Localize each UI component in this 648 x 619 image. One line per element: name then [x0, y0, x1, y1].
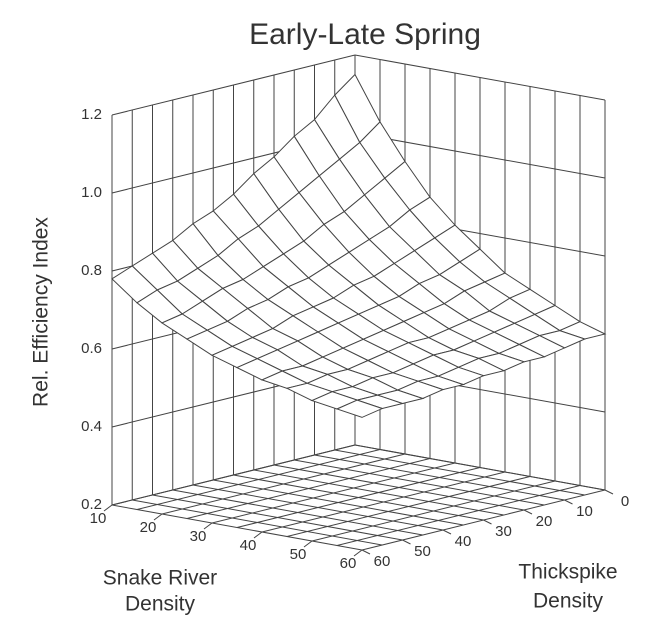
x-tick — [253, 531, 263, 539]
x-tick-label: 30 — [190, 528, 207, 545]
x-tick — [203, 522, 213, 530]
floor-grid-line — [236, 467, 481, 528]
floor-grid-line — [211, 462, 456, 524]
y-tick — [483, 519, 492, 525]
x-tick — [153, 513, 163, 521]
y-tick-label: 0 — [621, 493, 629, 510]
y-tick-label: 10 — [576, 503, 593, 520]
y-tick — [402, 539, 411, 545]
x-tick-label: 40 — [240, 537, 257, 554]
z-axis-label: Rel. Efficiency Index — [30, 217, 53, 407]
z-tick-label: 0.2 — [81, 496, 102, 513]
floor-grid-line — [261, 471, 506, 533]
x-tick-label: 60 — [340, 555, 357, 572]
z-grid-line — [111, 444, 356, 506]
z-tick-label: 1.2 — [81, 106, 102, 123]
y-tick-label: 60 — [374, 553, 391, 570]
y-axis-label: Thickspike — [518, 561, 617, 584]
floor-grid-line — [161, 453, 406, 515]
z-tick-label: 0.8 — [81, 262, 102, 279]
z-grid-line — [111, 54, 356, 116]
y-tick-label: 40 — [455, 533, 472, 550]
floor-grid-line — [336, 485, 581, 546]
z-grid-line — [354, 132, 606, 179]
z-grid-line — [354, 444, 606, 491]
floor-grid-line — [186, 458, 431, 519]
z-tick-label: 1.0 — [81, 184, 102, 201]
y-tick — [604, 489, 614, 495]
surface-cell — [335, 399, 384, 418]
y-axis-label: Density — [533, 590, 604, 613]
x-tick-label: 50 — [290, 546, 307, 563]
y-tick — [442, 529, 452, 535]
y-tick — [564, 499, 573, 505]
y-tick — [361, 549, 371, 555]
floor-grid-line — [136, 449, 381, 510]
x-axis-label: Density — [125, 593, 196, 616]
x-tick-label: 20 — [140, 519, 157, 536]
x-tick — [303, 540, 313, 548]
y-tick-label: 50 — [414, 543, 431, 560]
y-tick-label: 20 — [536, 513, 553, 530]
x-axis-label: Snake River — [103, 567, 217, 590]
chart-title: Early-Late Spring — [249, 18, 481, 51]
floor-grid-line — [286, 476, 531, 537]
y-tick-label: 30 — [495, 523, 512, 540]
z-grid-line — [354, 54, 606, 101]
x-tick-label: 10 — [90, 510, 107, 527]
x-tick — [103, 504, 113, 512]
floor-grid-line — [311, 480, 556, 542]
z-tick-label: 0.6 — [81, 340, 102, 357]
y-tick — [523, 509, 533, 515]
z-tick-label: 0.4 — [81, 418, 102, 435]
x-tick — [353, 549, 363, 557]
